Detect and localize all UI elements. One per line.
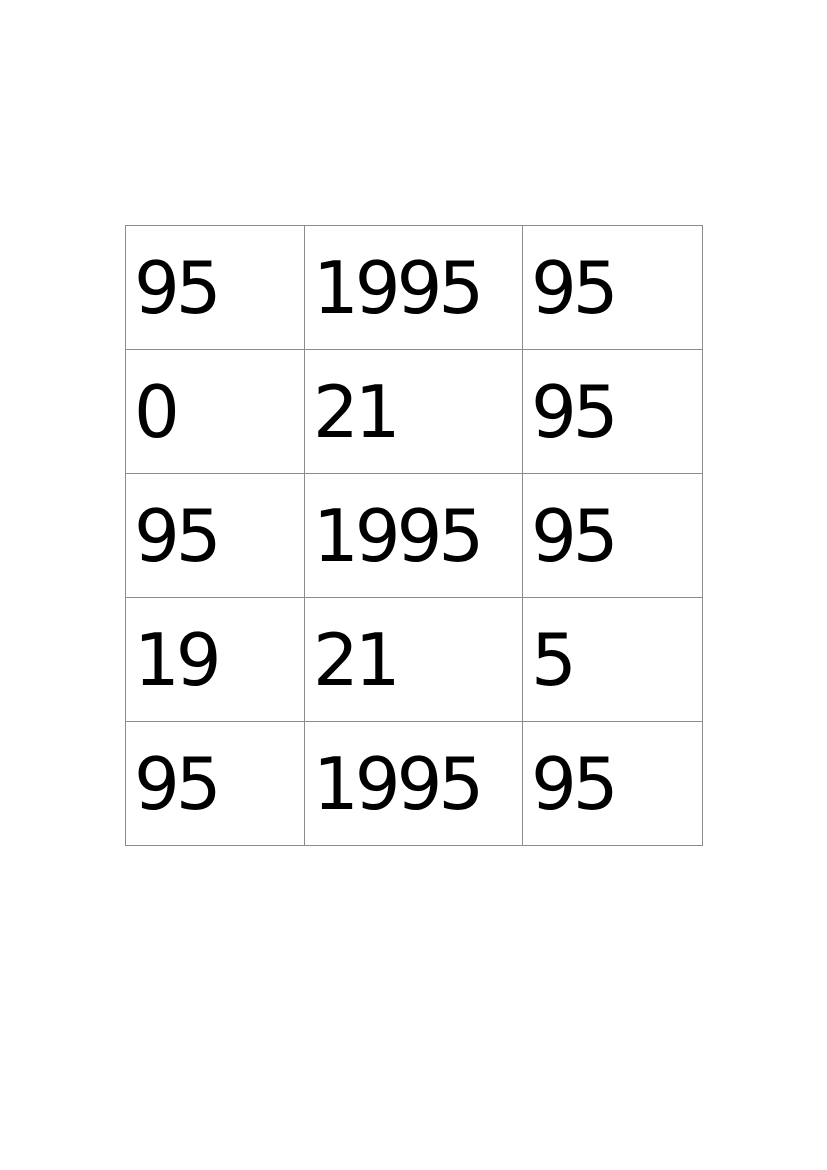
table-row: 95 1995 95 xyxy=(125,721,703,846)
table-cell: 19 xyxy=(125,597,305,722)
table-cell: 95 xyxy=(522,721,703,846)
table-row: 95 1995 95 xyxy=(125,225,703,350)
table-cell: 95 xyxy=(522,473,703,598)
table-cell: 1995 xyxy=(304,473,523,598)
table-cell: 21 xyxy=(304,597,523,722)
table-cell: 5 xyxy=(522,597,703,722)
table-row: 19 21 5 xyxy=(125,597,703,722)
table-cell: 95 xyxy=(125,473,305,598)
number-grid-table: 95 1995 95 0 21 95 95 1995 95 19 21 5 95 xyxy=(125,225,703,846)
table-cell: 0 xyxy=(125,349,305,474)
table-row: 0 21 95 xyxy=(125,349,703,474)
table-cell: 1995 xyxy=(304,225,523,350)
table-cell: 95 xyxy=(125,721,305,846)
table-cell: 95 xyxy=(522,225,703,350)
table-row: 95 1995 95 xyxy=(125,473,703,598)
table-cell: 21 xyxy=(304,349,523,474)
table-cell: 1995 xyxy=(304,721,523,846)
table-cell: 95 xyxy=(522,349,703,474)
table-cell: 95 xyxy=(125,225,305,350)
